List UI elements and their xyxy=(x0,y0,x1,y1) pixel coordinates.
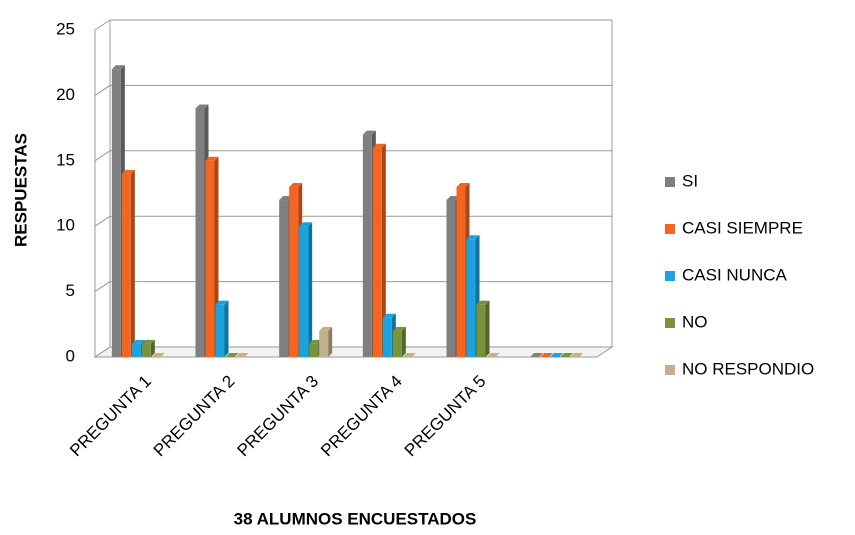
x-tick-label: PREGUNTA 1 xyxy=(66,372,155,461)
bar-side xyxy=(150,339,155,357)
y-tick-label: 5 xyxy=(66,281,75,300)
bar xyxy=(476,304,486,357)
bar-top xyxy=(402,353,416,357)
y-tick-label: 20 xyxy=(56,85,75,104)
bar-top xyxy=(215,300,229,305)
bar-top xyxy=(111,65,125,70)
bar xyxy=(456,186,466,357)
bar xyxy=(362,134,372,357)
bar-side xyxy=(381,143,386,357)
bar-top xyxy=(362,130,376,135)
bar-top xyxy=(141,339,155,344)
legend-label: NO RESPONDIO xyxy=(682,359,814,378)
y-axis-title: RESPUESTAS xyxy=(11,133,30,247)
y-tick-label: 15 xyxy=(56,150,75,169)
y-tick-label: 10 xyxy=(56,216,75,235)
bar xyxy=(111,69,121,358)
bar-side xyxy=(328,326,333,357)
grid-line xyxy=(94,84,111,96)
legend-swatch xyxy=(665,365,675,375)
bar xyxy=(299,226,309,357)
bar-top xyxy=(570,353,584,357)
bar-top xyxy=(205,156,219,161)
x-tick-label: PREGUNTA 2 xyxy=(150,372,239,461)
bar-top xyxy=(550,353,564,357)
bar xyxy=(279,200,289,357)
bar-side xyxy=(308,222,313,357)
bar-top xyxy=(446,196,460,201)
bar-top xyxy=(151,353,165,357)
bar-top xyxy=(319,326,333,331)
bar xyxy=(309,343,319,357)
grid-line xyxy=(94,346,111,358)
x-axis-title: 38 ALUMNOS ENCUESTADOS xyxy=(234,509,477,528)
bar xyxy=(392,330,402,357)
bar-top xyxy=(382,313,396,318)
bar-top xyxy=(235,353,249,357)
bar-top xyxy=(560,353,574,357)
bar-top xyxy=(486,353,500,357)
legend-label: CASI NUNCA xyxy=(682,265,788,284)
bar-top xyxy=(289,182,303,187)
bar-top xyxy=(131,339,145,344)
bar-top xyxy=(195,104,209,109)
bar-top xyxy=(466,235,480,240)
bar xyxy=(121,173,131,357)
bar-top xyxy=(121,169,135,174)
bar xyxy=(131,343,141,357)
bar xyxy=(205,160,215,357)
x-tick-label: PREGUNTA 4 xyxy=(317,372,406,461)
bar-top xyxy=(456,182,470,187)
bar xyxy=(382,317,392,357)
legend-label: SI xyxy=(682,171,698,190)
bar xyxy=(195,108,205,357)
bar xyxy=(141,343,151,357)
legend-swatch xyxy=(665,177,675,187)
bar-side xyxy=(224,300,229,357)
legend-label: CASI SIEMPRE xyxy=(682,218,803,237)
bar-top xyxy=(299,222,313,227)
bar-top xyxy=(309,339,323,344)
grid-line xyxy=(94,281,111,293)
grid-line xyxy=(94,215,111,227)
y-tick-label: 0 xyxy=(66,346,75,365)
y-tick-label: 25 xyxy=(56,19,75,38)
legend-swatch xyxy=(665,224,675,234)
bar xyxy=(215,304,225,357)
bar xyxy=(466,239,476,357)
bar-side xyxy=(401,326,406,357)
x-tick-label: PREGUNTA 3 xyxy=(233,372,322,461)
bar-top xyxy=(225,353,239,357)
bar-top xyxy=(392,326,406,331)
bar-top xyxy=(476,300,490,305)
bar-side xyxy=(130,169,135,357)
legend-swatch xyxy=(665,271,675,281)
bar-top xyxy=(372,143,386,148)
x-tick-label: PREGUNTA 5 xyxy=(401,372,490,461)
legend-swatch xyxy=(665,318,675,328)
bar-top xyxy=(540,353,554,357)
bar-top xyxy=(279,196,293,201)
bar xyxy=(446,200,456,357)
bar xyxy=(289,186,299,357)
bar xyxy=(372,147,382,357)
bar xyxy=(319,330,329,357)
grid-line xyxy=(94,19,111,31)
legend-label: NO xyxy=(682,312,708,331)
bar-top xyxy=(530,353,544,357)
grid-line xyxy=(94,150,111,162)
bar-side xyxy=(485,300,490,357)
